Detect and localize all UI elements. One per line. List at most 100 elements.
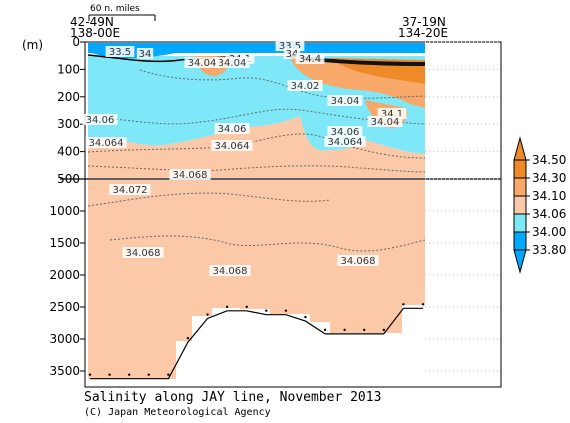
sea-floor-marker-13 bbox=[343, 328, 346, 332]
contour-label-upper-6: 34.4 bbox=[295, 53, 325, 65]
svg-text:34.068: 34.068 bbox=[173, 170, 208, 181]
contour-34.04-upper bbox=[139, 69, 426, 99]
y-tick-label-upper-2: 200 bbox=[57, 90, 80, 104]
contour-label-upper-12: 34.06 bbox=[82, 114, 118, 126]
left-end-lon: 138-00E bbox=[70, 26, 120, 40]
colorbar-label-2: 34.10 bbox=[532, 189, 566, 203]
contour-label-upper-13: 34.06 bbox=[214, 123, 250, 135]
svg-text:34.04: 34.04 bbox=[331, 96, 360, 107]
sea-floor-markers bbox=[88, 303, 425, 376]
colorbar-label-1: 34.30 bbox=[532, 171, 566, 185]
lower-deep-fill bbox=[88, 180, 425, 379]
svg-text:34.072: 34.072 bbox=[113, 185, 148, 196]
section-panels bbox=[60, 41, 502, 388]
colorbar-top-arrow bbox=[513, 136, 527, 161]
right-end-lat: 37-19N bbox=[402, 15, 446, 29]
contour-label-upper-11: 34.04 bbox=[367, 116, 403, 128]
svg-text:34.04: 34.04 bbox=[188, 58, 217, 69]
sea-floor-marker-12 bbox=[323, 328, 327, 332]
y-tick-label-lower-1: 1500 bbox=[49, 236, 80, 250]
svg-text:34.064: 34.064 bbox=[89, 138, 124, 149]
sea-floor-marker-9 bbox=[265, 309, 268, 312]
colorbar-label-0: 34.50 bbox=[532, 153, 566, 167]
sea-floor-line bbox=[90, 307, 423, 380]
sea-floor-marker-11 bbox=[304, 315, 307, 319]
contour-label-upper-16: 34.064 bbox=[211, 140, 253, 152]
surface-black-front bbox=[290, 55, 425, 66]
scale-bar: 60 n. miles bbox=[88, 4, 156, 21]
grid-lines bbox=[425, 41, 501, 372]
sea-floor-marker-3 bbox=[147, 373, 150, 376]
colorbar-swatch-3 bbox=[513, 213, 527, 233]
y-tick-label-lower-5: 3500 bbox=[49, 364, 80, 378]
contour-34.068-upper bbox=[87, 165, 426, 173]
y-tick-label-upper-4: 400 bbox=[57, 145, 80, 159]
svg-text:34.06: 34.06 bbox=[331, 127, 360, 138]
contour-label-upper-0: 33.5 bbox=[105, 46, 135, 58]
sea-floor-marker-17 bbox=[421, 303, 425, 306]
left-end-lat: 42-49N bbox=[70, 15, 114, 29]
y-tick-label-lower-0: 1000 bbox=[49, 204, 80, 218]
sea-floor-marker-10 bbox=[284, 309, 288, 312]
surface-blue-layer bbox=[88, 43, 425, 53]
chart-title: Salinity along JAY line, November 2013 bbox=[84, 390, 381, 405]
sea-floor-marker-15 bbox=[382, 328, 386, 332]
svg-text:34.04: 34.04 bbox=[371, 117, 400, 128]
chart-credit: (C) Japan Meteorological Agency bbox=[84, 407, 271, 418]
contour-label-upper-5: 34 bbox=[283, 48, 301, 60]
svg-text:34.068: 34.068 bbox=[126, 248, 161, 259]
contour-label-upper-8: 34.02 bbox=[287, 80, 323, 92]
y-tick-label-lower-3: 2500 bbox=[49, 300, 80, 314]
upper-deep-fill bbox=[88, 116, 425, 178]
colorbar-swatch-2 bbox=[513, 195, 527, 215]
svg-text:34.068: 34.068 bbox=[213, 266, 248, 277]
svg-text:33.5: 33.5 bbox=[109, 47, 131, 58]
sea-floor-marker-14 bbox=[363, 328, 366, 332]
contour-label-lower-3: 34.068 bbox=[337, 255, 379, 267]
colorbar-swatch-4 bbox=[513, 231, 527, 251]
colorbar-label-5: 33.80 bbox=[532, 243, 566, 257]
colorbar-label-3: 34.06 bbox=[532, 207, 566, 221]
contour-label-upper-15: 34.064 bbox=[85, 137, 127, 149]
svg-text:34.064: 34.064 bbox=[215, 141, 250, 152]
svg-text:34.04: 34.04 bbox=[218, 58, 247, 69]
contour-labels: 33.53434.134.0433.53434.434.0434.0234.04… bbox=[82, 40, 407, 277]
colorbar-swatch-0 bbox=[513, 159, 527, 179]
svg-text:34: 34 bbox=[139, 49, 152, 60]
y-tick-label-upper-0: 0 bbox=[72, 35, 80, 49]
colorbar-bottom-arrow bbox=[513, 249, 527, 274]
svg-text:34.06: 34.06 bbox=[218, 124, 247, 135]
y-tick-label-upper-3: 300 bbox=[57, 117, 80, 131]
contour-label-upper-10: 34.1 bbox=[377, 108, 407, 120]
sea-floor-marker-16 bbox=[402, 303, 405, 306]
contour-label-upper-18: 34.068 bbox=[169, 169, 211, 181]
contour-label-upper-1: 34 bbox=[136, 48, 154, 60]
svg-text:33.5: 33.5 bbox=[279, 41, 301, 52]
contour-label-upper-7: 34.04 bbox=[184, 57, 220, 69]
contour-label-upper-14: 34.06 bbox=[327, 126, 363, 138]
svg-text:34.1: 34.1 bbox=[381, 109, 403, 120]
right-end-lon: 134-20E bbox=[398, 26, 448, 40]
sea-floor-marker-8 bbox=[245, 305, 248, 309]
svg-text:34.02: 34.02 bbox=[291, 81, 320, 92]
svg-text:34.064: 34.064 bbox=[328, 137, 363, 148]
sea-floor-marker-2 bbox=[127, 373, 131, 376]
sea-floor-marker-1 bbox=[108, 373, 111, 376]
y-tick-label-upper-5: 500 bbox=[57, 172, 80, 186]
sea-floor-marker-0 bbox=[88, 373, 92, 376]
y-tick-label-lower-2: 2000 bbox=[49, 268, 80, 282]
contour-label-lower-2: 34.068 bbox=[209, 265, 251, 277]
sea-floor-marker-4 bbox=[167, 373, 170, 376]
contour-label-lower-1: 34.068 bbox=[122, 247, 164, 259]
colorbar-label-4: 34.00 bbox=[532, 225, 566, 239]
y-axis-unit: (m) bbox=[22, 38, 43, 52]
sea-floor-marker-7 bbox=[225, 305, 229, 309]
scale-bar-label: 60 n. miles bbox=[90, 4, 140, 14]
contour-label-upper-3: 34.04 bbox=[214, 57, 250, 69]
contour-label-upper-9: 34.04 bbox=[327, 95, 363, 107]
y-tick-label-lower-4: 3000 bbox=[49, 332, 80, 346]
svg-text:34.068: 34.068 bbox=[341, 256, 376, 267]
colorbar-swatch-1 bbox=[513, 177, 527, 197]
y-tick-label-upper-1: 100 bbox=[57, 62, 80, 76]
